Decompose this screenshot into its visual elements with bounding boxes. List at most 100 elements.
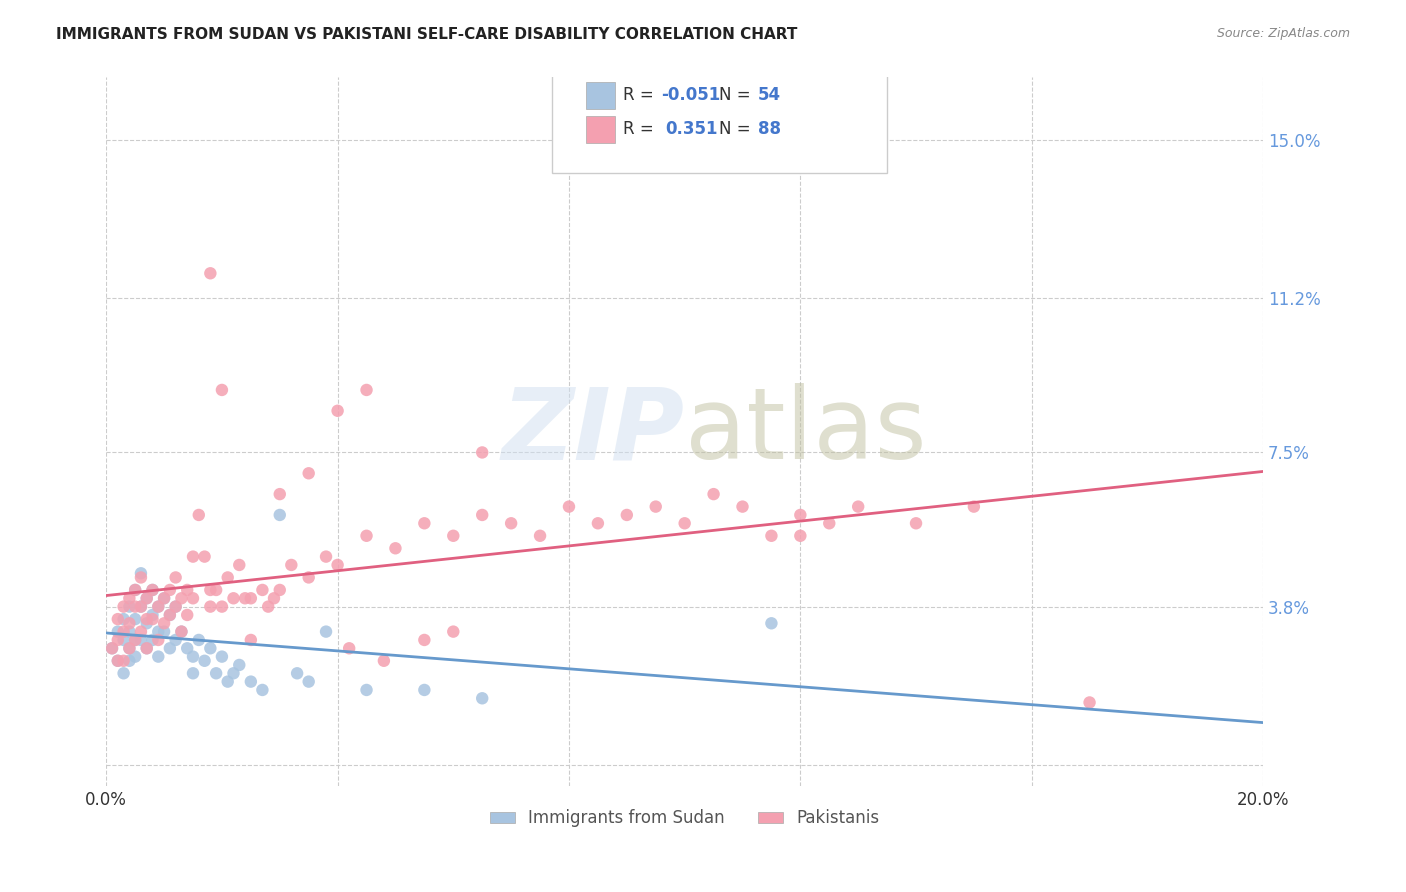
Point (529, 529, 551, 543)
Point (112, 599, 135, 614)
Point (239, 591, 262, 606)
Point (257, 599, 280, 614)
Text: -0.051: -0.051 (662, 87, 721, 104)
Point (280, 558, 302, 572)
Point (101, 641, 124, 656)
Point (148, 599, 170, 614)
Text: 0.351: 0.351 (665, 120, 717, 138)
Point (205, 582, 228, 597)
FancyBboxPatch shape (551, 60, 887, 173)
Point (222, 666, 245, 681)
Point (731, 500, 754, 514)
Point (586, 516, 609, 531)
Point (356, 529, 378, 543)
Point (200, 582, 222, 597)
Point (112, 624, 135, 639)
Point (118, 641, 141, 656)
Point (905, 516, 928, 531)
Point (269, 582, 291, 597)
Point (217, 570, 239, 584)
Point (159, 582, 181, 597)
Point (107, 624, 129, 639)
Point (165, 599, 187, 614)
Text: R =: R = (623, 120, 665, 138)
Point (233, 591, 256, 606)
Point (176, 607, 198, 622)
Point (181, 649, 204, 664)
Point (252, 582, 274, 597)
Point (471, 691, 494, 706)
Point (135, 612, 157, 626)
Point (135, 641, 157, 656)
Point (181, 549, 204, 564)
Point (269, 487, 291, 501)
Point (107, 612, 129, 626)
Point (129, 599, 152, 614)
Point (153, 616, 176, 631)
Point (413, 632, 436, 647)
Point (441, 624, 464, 639)
Point (153, 591, 176, 606)
Point (118, 599, 141, 614)
Point (118, 654, 141, 668)
Point (471, 445, 494, 459)
Point (558, 500, 581, 514)
Point (159, 607, 181, 622)
Point (315, 549, 337, 564)
Text: 54: 54 (758, 87, 780, 104)
Point (124, 649, 146, 664)
Point (159, 607, 181, 622)
Point (228, 657, 250, 672)
Point (616, 508, 638, 522)
Point (252, 682, 274, 697)
Point (148, 624, 170, 639)
Point (112, 666, 135, 681)
Point (337, 641, 360, 656)
FancyBboxPatch shape (586, 116, 616, 143)
Point (170, 591, 193, 606)
Point (269, 508, 291, 522)
Point (239, 674, 262, 689)
Point (222, 591, 245, 606)
Point (118, 591, 141, 606)
Point (129, 599, 152, 614)
Point (101, 641, 124, 656)
Point (187, 632, 209, 647)
Text: Source: ZipAtlas.com: Source: ZipAtlas.com (1216, 27, 1350, 40)
Point (200, 599, 222, 614)
Point (159, 641, 181, 656)
Point (165, 632, 187, 647)
Point (298, 674, 321, 689)
Point (211, 649, 233, 664)
Point (124, 612, 146, 626)
Point (285, 666, 308, 681)
Point (118, 616, 141, 631)
Point (141, 582, 163, 597)
Point (141, 632, 163, 647)
Point (112, 632, 135, 647)
Point (107, 654, 129, 668)
Point (135, 641, 157, 656)
Point (239, 632, 262, 647)
Point (326, 404, 349, 418)
Point (761, 529, 783, 543)
Point (413, 516, 436, 531)
Point (135, 591, 157, 606)
Point (124, 599, 146, 614)
Point (170, 624, 193, 639)
Point (384, 541, 406, 556)
Point (263, 591, 285, 606)
Point (124, 632, 146, 647)
Point (129, 632, 152, 647)
Text: R =: R = (623, 87, 659, 104)
Point (673, 516, 696, 531)
Point (176, 641, 198, 656)
Point (703, 487, 725, 501)
Point (141, 582, 163, 597)
Point (315, 624, 337, 639)
Point (118, 624, 141, 639)
Point (112, 612, 135, 626)
Point (129, 624, 152, 639)
Text: IMMIGRANTS FROM SUDAN VS PAKISTANI SELF-CARE DISABILITY CORRELATION CHART: IMMIGRANTS FROM SUDAN VS PAKISTANI SELF-… (56, 27, 797, 42)
Text: atlas: atlas (685, 383, 927, 480)
